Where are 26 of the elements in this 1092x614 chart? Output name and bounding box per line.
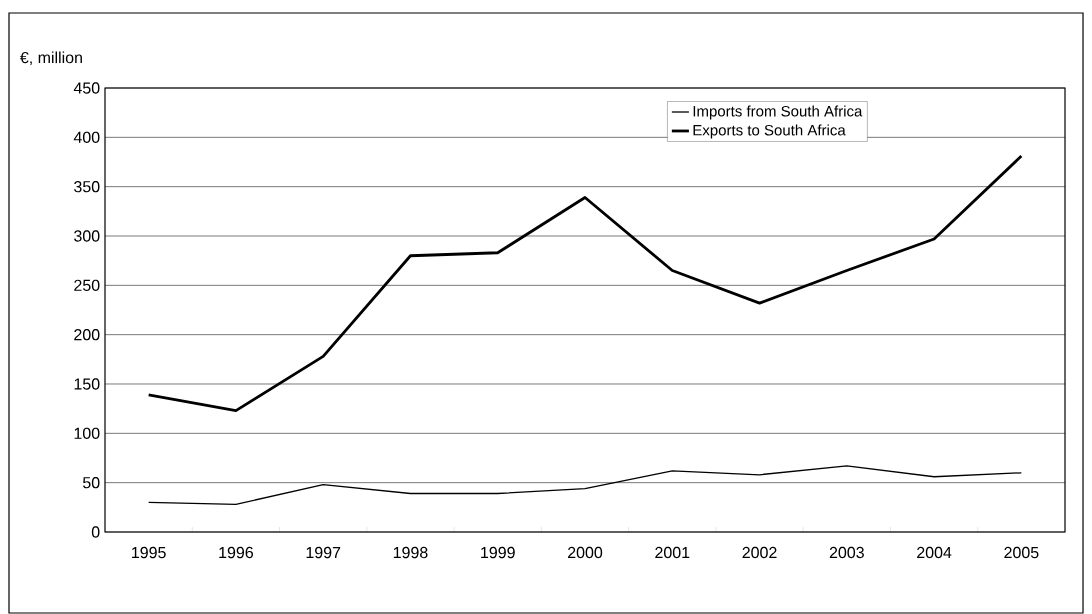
x-tick-label: 2002 <box>742 546 777 559</box>
y-tick-label: 300 <box>74 230 100 242</box>
x-tick-label: 1998 <box>393 546 428 559</box>
y-tick-label: 150 <box>74 378 100 390</box>
line-series <box>147 154 1023 413</box>
x-tick-label: 2003 <box>829 546 864 559</box>
y-tick-label: 0 <box>91 526 100 538</box>
x-tick-label: 2004 <box>917 546 952 559</box>
y-tick-label: 450 <box>73 82 100 94</box>
y-axis-title: €, million <box>19 51 82 66</box>
line-series <box>147 465 1023 506</box>
x-tick-label: 1999 <box>481 546 515 559</box>
y-tick-label: 400 <box>73 131 100 143</box>
x-tick-label: 2001 <box>655 546 690 559</box>
x-tick-label: 1997 <box>306 546 341 559</box>
y-tick-label: 100 <box>74 427 100 439</box>
y-tick-label: 200 <box>74 329 100 341</box>
y-tick-label: 50 <box>82 477 100 489</box>
x-tick-label: 1996 <box>219 546 253 559</box>
legend-label: Exports to South Africa <box>693 124 846 139</box>
x-tick-label: 2000 <box>568 546 603 559</box>
y-tick-label: 350 <box>74 181 100 193</box>
x-tick-label: 2005 <box>1004 546 1039 559</box>
y-tick-label: 250 <box>74 279 100 291</box>
legend-label: Imports from South Africa <box>693 105 863 120</box>
x-tick-label: 1995 <box>132 546 166 559</box>
